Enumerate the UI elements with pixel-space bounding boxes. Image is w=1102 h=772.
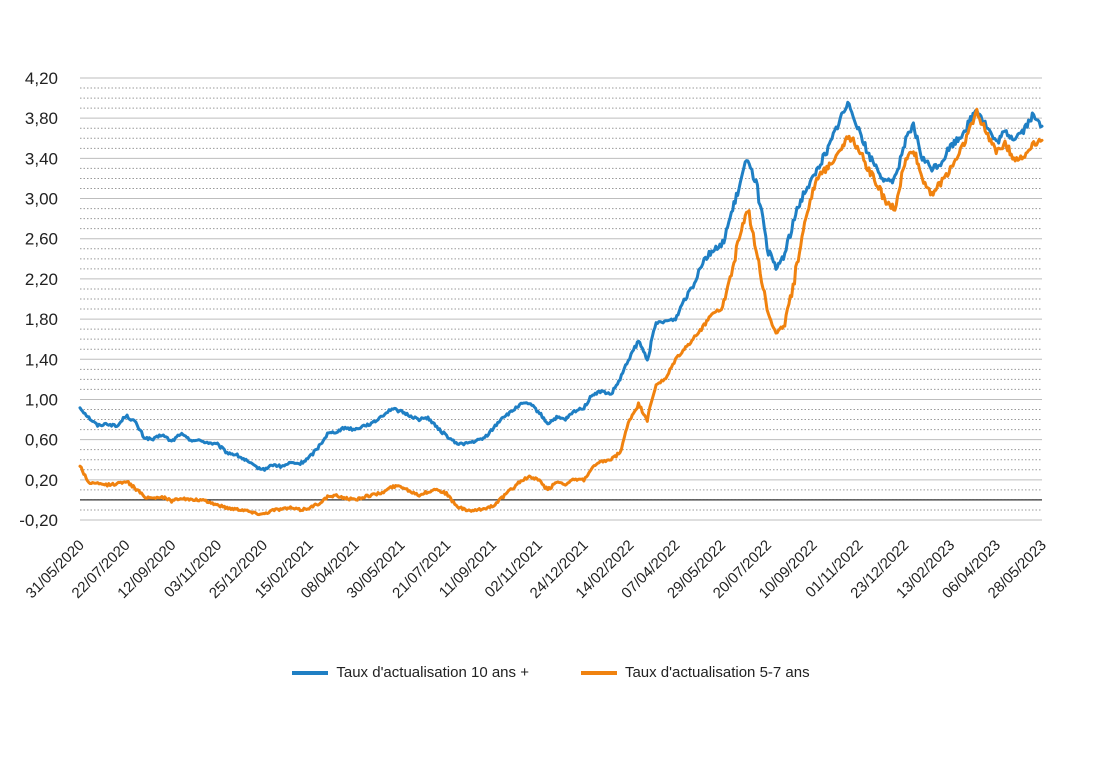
minor-gridlines xyxy=(80,87,1042,511)
y-tick-label: 3,80 xyxy=(25,109,58,128)
legend-swatch-10-ans xyxy=(292,670,329,675)
legend-label-5-7-ans: Taux d'actualisation 5-7 ans xyxy=(624,664,810,681)
y-tick-label: 3,00 xyxy=(25,190,58,209)
x-axis-ticks: 31/05/202022/07/202012/09/202003/11/2020… xyxy=(23,537,1050,602)
series-line-10-ans xyxy=(78,100,1044,472)
y-tick-label: 4,20 xyxy=(25,69,58,88)
y-tick-label: 1,80 xyxy=(25,310,58,329)
y-tick-label: 2,60 xyxy=(25,230,58,249)
y-axis-ticks: 4,20 3,80 3,40 3,00 2,60 2,20 1,80 1,40 1,00 0,60… xyxy=(19,69,58,530)
y-tick-label: 2,20 xyxy=(25,270,58,289)
major-gridlines xyxy=(80,77,1042,521)
series-line-5-7-ans xyxy=(78,107,1044,517)
y-tick-label: -0,20 xyxy=(19,511,58,530)
legend-item-10-ans: Taux d'actualisation 10 ans + xyxy=(292,664,529,681)
legend-item-5-7-ans: Taux d'actualisation 5-7 ans xyxy=(580,664,810,681)
y-tick-label: 1,00 xyxy=(25,390,58,409)
series-lines xyxy=(78,100,1044,517)
y-tick-label: 3,40 xyxy=(25,149,58,168)
legend-label-10-ans: Taux d'actualisation 10 ans + xyxy=(336,664,529,681)
y-tick-label: 0,60 xyxy=(25,431,58,450)
legend-swatch-5-7-ans xyxy=(580,670,617,675)
y-tick-label: 0,20 xyxy=(25,471,58,490)
legend: Taux d'actualisation 10 ans + Taux d'act… xyxy=(0,664,1102,681)
y-tick-label: 1,40 xyxy=(25,350,58,369)
